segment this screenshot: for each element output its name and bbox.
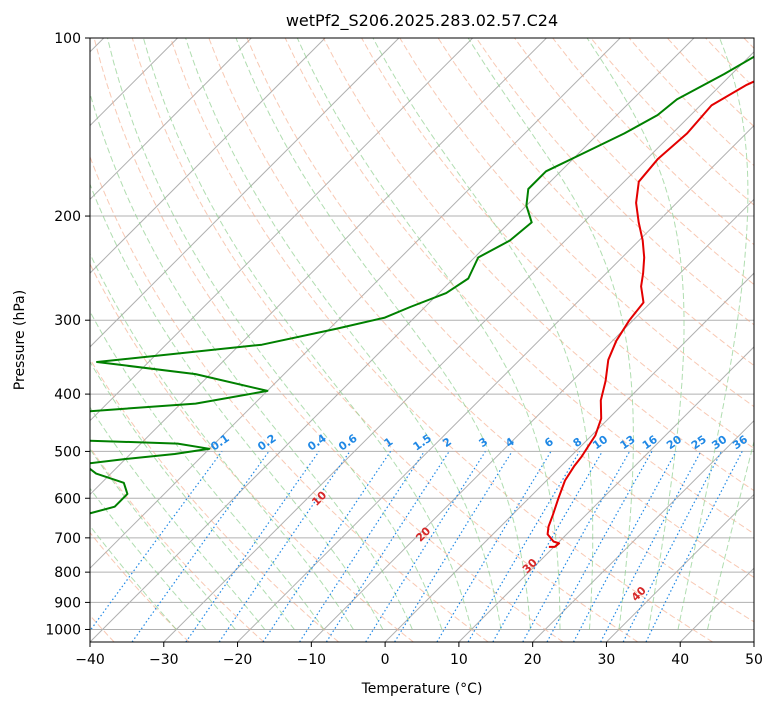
y-tick-label: 700 [54, 531, 81, 547]
moist-adiabat-line [707, 439, 754, 630]
y-tick-label: 200 [54, 209, 81, 225]
isotherm-line [90, 38, 252, 201]
x-tick-label: 40 [671, 652, 689, 668]
temperature-profile-line [546, 80, 754, 548]
y-tick-label: 500 [54, 444, 81, 460]
moist-adiabat-line [90, 525, 177, 630]
mixing-ratio-line [262, 451, 392, 642]
mixing-ratio-line [622, 451, 722, 642]
moist-adiabat-line [107, 38, 443, 630]
mixing-ratio-line [645, 451, 743, 642]
mixing-ratio-line [185, 451, 320, 642]
x-tick-label: 0 [381, 652, 390, 668]
isotherm-line [384, 272, 754, 642]
mixing-ratio-line [218, 451, 351, 642]
y-tick-label: 900 [54, 595, 81, 611]
x-tick-label: 30 [598, 652, 616, 668]
moist-adiabat-line [90, 406, 266, 630]
x-tick-label: 20 [524, 652, 542, 668]
plot-area [90, 38, 754, 642]
moist-adiabat-line [372, 38, 594, 630]
y-tick-label: 800 [54, 565, 81, 581]
isotherm-line [90, 38, 474, 422]
mixing-ratio-line [572, 451, 677, 642]
dry-adiabat-line [93, 38, 564, 642]
x-tick-label: −10 [297, 652, 327, 668]
chart-title: wetPf2_S206.2025.283.02.57.C24 [286, 11, 558, 31]
moist-adiabat-line [677, 38, 749, 630]
isotherm-line [458, 346, 754, 642]
moist-adiabat-line [90, 448, 236, 630]
mixing-ratio-line [546, 451, 653, 642]
y-axis-label: Pressure (hPa) [12, 290, 28, 390]
x-tick-label: 10 [450, 652, 468, 668]
isotherm-line [90, 38, 400, 348]
y-tick-label: 1000 [45, 622, 81, 638]
dry-adiabat-line [208, 38, 754, 623]
isotherm-line [90, 38, 326, 274]
moist-adiabat-line [90, 182, 384, 630]
grid-layer [90, 38, 754, 642]
dry-adiabat-line [90, 155, 489, 642]
moist-adiabat-line [90, 91, 413, 630]
dry-adiabat-line [284, 38, 754, 535]
y-tick-label: 600 [54, 491, 81, 507]
dry-adiabat-line [361, 38, 754, 449]
mixing-ratio-line [90, 451, 223, 632]
isotherm-line [237, 124, 754, 642]
dry-adiabat-line [90, 358, 339, 642]
mixing-ratio-line [299, 451, 425, 642]
isotherm-line [163, 51, 754, 642]
mixing-ratio-line [325, 451, 450, 642]
dry-adiabat-line [399, 38, 754, 408]
isotherm-line [532, 419, 754, 642]
dry-adiabat-line [170, 38, 713, 642]
moist-adiabat-line [467, 38, 634, 630]
y-tick-label: 400 [54, 387, 81, 403]
isotherm-line [90, 38, 621, 569]
mixing-ratio-line [522, 451, 631, 642]
dry-adiabat-line [514, 38, 754, 286]
axes-layer: −40 −30 −20 −10 0 10 20 30 40 50 100 200 300 400 500 60… [45, 31, 763, 668]
dewpoint-profile-line [90, 55, 754, 515]
isotherm-line [90, 38, 547, 496]
moist-adiabat-line [296, 38, 561, 630]
mixing-ratio-line [394, 451, 513, 642]
dry-adiabat-line [90, 446, 265, 642]
x-tick-label: −30 [149, 652, 179, 668]
plot-frame [89, 37, 755, 643]
x-tick-label: −40 [75, 652, 105, 668]
x-axis-label: Temperature (°C) [361, 681, 483, 697]
x-tick-label: 50 [745, 652, 763, 668]
dry-adiabat-line [131, 38, 639, 642]
dry-adiabat-line [475, 38, 754, 326]
dry-adiabat-line [246, 38, 754, 578]
dry-adiabat-line [90, 531, 190, 642]
moist-adiabat-line [90, 360, 295, 630]
dry-adiabat-line [90, 262, 414, 642]
moist-adiabat-line [90, 487, 207, 630]
moist-adiabat-line [235, 38, 531, 630]
moist-adiabat-line [586, 38, 685, 630]
y-tick-label: 300 [54, 313, 81, 329]
x-tick-label: −20 [223, 652, 253, 668]
series-layer [90, 55, 754, 548]
isotherm-line [606, 493, 754, 642]
y-tick-label: 100 [54, 31, 81, 47]
mixing-ratio-line [131, 451, 270, 642]
moist-adiabat-line [185, 38, 502, 630]
moist-adiabat-line [90, 252, 354, 630]
isotherm-line [90, 38, 695, 642]
